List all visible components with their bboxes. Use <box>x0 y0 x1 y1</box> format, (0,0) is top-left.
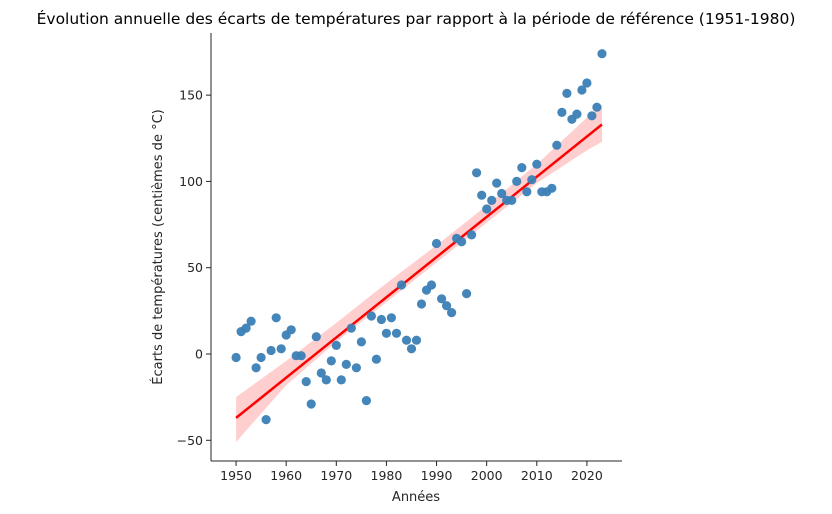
data-point <box>316 368 326 378</box>
x-tick-label: 1980 <box>371 468 403 483</box>
data-point <box>296 351 306 361</box>
data-point <box>437 294 447 304</box>
data-point <box>371 354 381 364</box>
y-tick-label: 100 <box>179 174 203 189</box>
data-point <box>366 311 376 321</box>
y-axis-label: Écarts de températures (centièmes de °C) <box>150 109 166 384</box>
data-point <box>401 335 412 345</box>
data-point <box>572 109 582 119</box>
data-point <box>311 332 321 342</box>
x-tick-label: 1950 <box>220 468 252 483</box>
data-point <box>396 280 407 290</box>
data-point <box>431 238 442 249</box>
regression-line <box>235 123 603 419</box>
y-ticks: −50 0 50 100 150 <box>177 88 211 448</box>
data-point <box>386 313 396 323</box>
data-point <box>276 344 286 354</box>
confidence-band-layer <box>236 105 602 442</box>
data-point <box>426 280 437 290</box>
data-point <box>547 183 557 193</box>
data-point <box>592 102 602 112</box>
data-point <box>246 316 256 326</box>
data-point <box>442 301 452 311</box>
data-point <box>587 111 597 121</box>
x-tick-label: 1970 <box>320 468 352 483</box>
data-point <box>391 328 402 338</box>
data-point <box>557 107 567 117</box>
data-point <box>381 328 391 338</box>
data-point <box>492 178 502 188</box>
data-point <box>517 163 527 173</box>
x-tick-label: 2010 <box>521 468 553 483</box>
x-ticks: 1950 1960 1970 1980 1990 2000 2010 2020 <box>220 461 603 483</box>
data-point <box>351 363 361 373</box>
data-point <box>507 195 517 205</box>
data-point <box>411 335 422 345</box>
data-point <box>582 78 592 88</box>
y-tick-label: 150 <box>179 88 203 103</box>
data-point <box>266 345 276 356</box>
data-point <box>341 359 351 369</box>
data-point <box>321 375 331 385</box>
data-point <box>497 188 507 199</box>
data-point <box>477 190 487 200</box>
data-point <box>326 356 336 366</box>
x-tick-label: 2000 <box>471 468 503 483</box>
data-point <box>562 88 572 98</box>
data-point <box>331 340 341 350</box>
data-point <box>271 313 281 323</box>
data-point <box>356 337 366 347</box>
data-point <box>577 85 587 95</box>
data-point <box>251 363 261 373</box>
data-point <box>361 396 371 406</box>
confidence-band <box>236 105 602 442</box>
data-point <box>336 375 346 385</box>
x-axis-label: Années <box>392 490 440 505</box>
data-point <box>527 175 537 185</box>
x-tick-label: 2020 <box>571 468 603 483</box>
data-point <box>301 377 311 387</box>
y-tick-label: 0 <box>195 347 203 362</box>
data-point <box>231 352 241 363</box>
chart-title: Évolution annuelle des écarts de tempéra… <box>37 9 796 28</box>
data-point <box>487 195 497 205</box>
data-point <box>447 308 457 318</box>
data-point <box>457 237 467 247</box>
data-point <box>261 415 271 425</box>
data-points-layer <box>231 49 607 425</box>
y-tick-label: −50 <box>177 433 203 448</box>
data-point <box>482 204 492 214</box>
data-point <box>346 323 356 333</box>
x-tick-label: 1960 <box>270 468 302 483</box>
x-tick-label: 1990 <box>421 468 453 483</box>
regression-line-layer <box>235 123 603 419</box>
data-point <box>376 314 386 325</box>
data-point <box>467 230 477 240</box>
data-point <box>472 168 482 178</box>
data-point <box>406 344 417 354</box>
y-tick-label: 50 <box>187 260 203 275</box>
data-point <box>512 176 522 186</box>
data-point <box>241 323 251 333</box>
data-point <box>416 299 427 309</box>
data-point <box>256 352 266 363</box>
data-point <box>306 399 316 409</box>
data-point <box>522 187 532 197</box>
data-point <box>532 159 542 169</box>
data-point <box>597 49 607 59</box>
data-point <box>462 289 472 299</box>
data-point <box>552 140 562 150</box>
data-point <box>286 325 296 335</box>
